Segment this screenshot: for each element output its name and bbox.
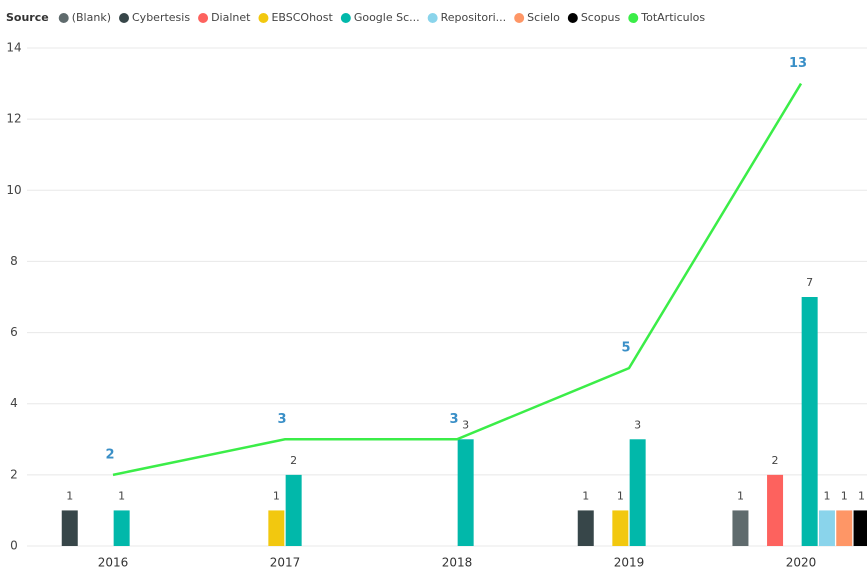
bar-value-label: 1 bbox=[582, 489, 589, 502]
bar bbox=[612, 510, 629, 546]
legend-marker bbox=[628, 13, 639, 23]
bar-value-label: 3 bbox=[462, 418, 469, 431]
line-value-label: 13 bbox=[789, 56, 807, 71]
bar bbox=[629, 439, 646, 546]
bar bbox=[113, 510, 130, 546]
line-value-label: 2 bbox=[105, 447, 114, 462]
bar bbox=[268, 510, 285, 546]
bar bbox=[577, 510, 594, 546]
bar-value-label: 1 bbox=[66, 489, 73, 502]
legend-marker bbox=[58, 13, 69, 23]
line-value-label: 3 bbox=[277, 412, 286, 427]
x-tick-label: 2020 bbox=[786, 556, 817, 570]
bar-value-label: 1 bbox=[118, 489, 125, 502]
y-tick-label: 0 bbox=[10, 539, 18, 553]
bar bbox=[732, 510, 749, 546]
bar bbox=[801, 297, 818, 546]
legend-label: Dialnet bbox=[211, 11, 251, 24]
bar bbox=[818, 510, 835, 546]
legend-label: TotArticulos bbox=[640, 11, 705, 24]
legend-title: Source bbox=[6, 11, 49, 24]
y-tick-label: 10 bbox=[6, 183, 21, 197]
legend-label: Scopus bbox=[581, 11, 621, 24]
y-tick-label: 12 bbox=[6, 112, 21, 126]
x-tick-label: 2017 bbox=[270, 556, 301, 570]
bar-value-label: 2 bbox=[772, 454, 779, 467]
y-tick-label: 14 bbox=[6, 41, 21, 55]
bar bbox=[457, 439, 474, 546]
line-value-label: 3 bbox=[449, 412, 458, 427]
legend-marker bbox=[119, 13, 129, 23]
bar-value-label: 3 bbox=[634, 418, 641, 431]
bar-value-label: 2 bbox=[290, 454, 297, 467]
y-tick-label: 8 bbox=[10, 254, 18, 268]
legend-label: Cybertesis bbox=[132, 11, 190, 24]
bar bbox=[61, 510, 78, 546]
bar-value-label: 1 bbox=[273, 489, 280, 502]
bar bbox=[767, 474, 784, 546]
bar-value-label: 1 bbox=[617, 489, 624, 502]
line-value-label: 5 bbox=[621, 341, 630, 356]
bar-value-label: 1 bbox=[841, 489, 848, 502]
x-tick-label: 2018 bbox=[442, 556, 473, 570]
y-tick-label: 2 bbox=[10, 467, 18, 481]
bar bbox=[853, 510, 867, 546]
legend-label: EBSCOhost bbox=[271, 11, 333, 24]
x-tick-label: 2019 bbox=[614, 556, 645, 570]
legend-marker bbox=[514, 13, 525, 23]
legend-marker bbox=[567, 13, 578, 23]
legend-marker bbox=[198, 13, 209, 23]
bar bbox=[285, 474, 302, 546]
legend-label: Scielo bbox=[527, 11, 560, 24]
legend-label: Repositori... bbox=[441, 11, 507, 24]
bar-value-label: 1 bbox=[823, 489, 830, 502]
legend-label: Google Sc... bbox=[354, 11, 420, 24]
legend-marker bbox=[258, 13, 269, 23]
legend-marker bbox=[427, 13, 438, 23]
legend: Source (Blank) Cybertesis Dialnet EBSCOhost… bbox=[6, 11, 705, 24]
legend-marker bbox=[340, 13, 351, 23]
bar-value-label: 1 bbox=[858, 489, 865, 502]
legend-label: (Blank) bbox=[72, 11, 111, 24]
bar-value-label: 1 bbox=[737, 489, 744, 502]
bar bbox=[836, 510, 853, 546]
x-tick-label: 2016 bbox=[98, 556, 129, 570]
line bbox=[112, 82, 803, 477]
y-tick-label: 6 bbox=[10, 325, 18, 339]
y-tick-label: 4 bbox=[10, 396, 18, 410]
bar-value-label: 7 bbox=[806, 276, 813, 289]
